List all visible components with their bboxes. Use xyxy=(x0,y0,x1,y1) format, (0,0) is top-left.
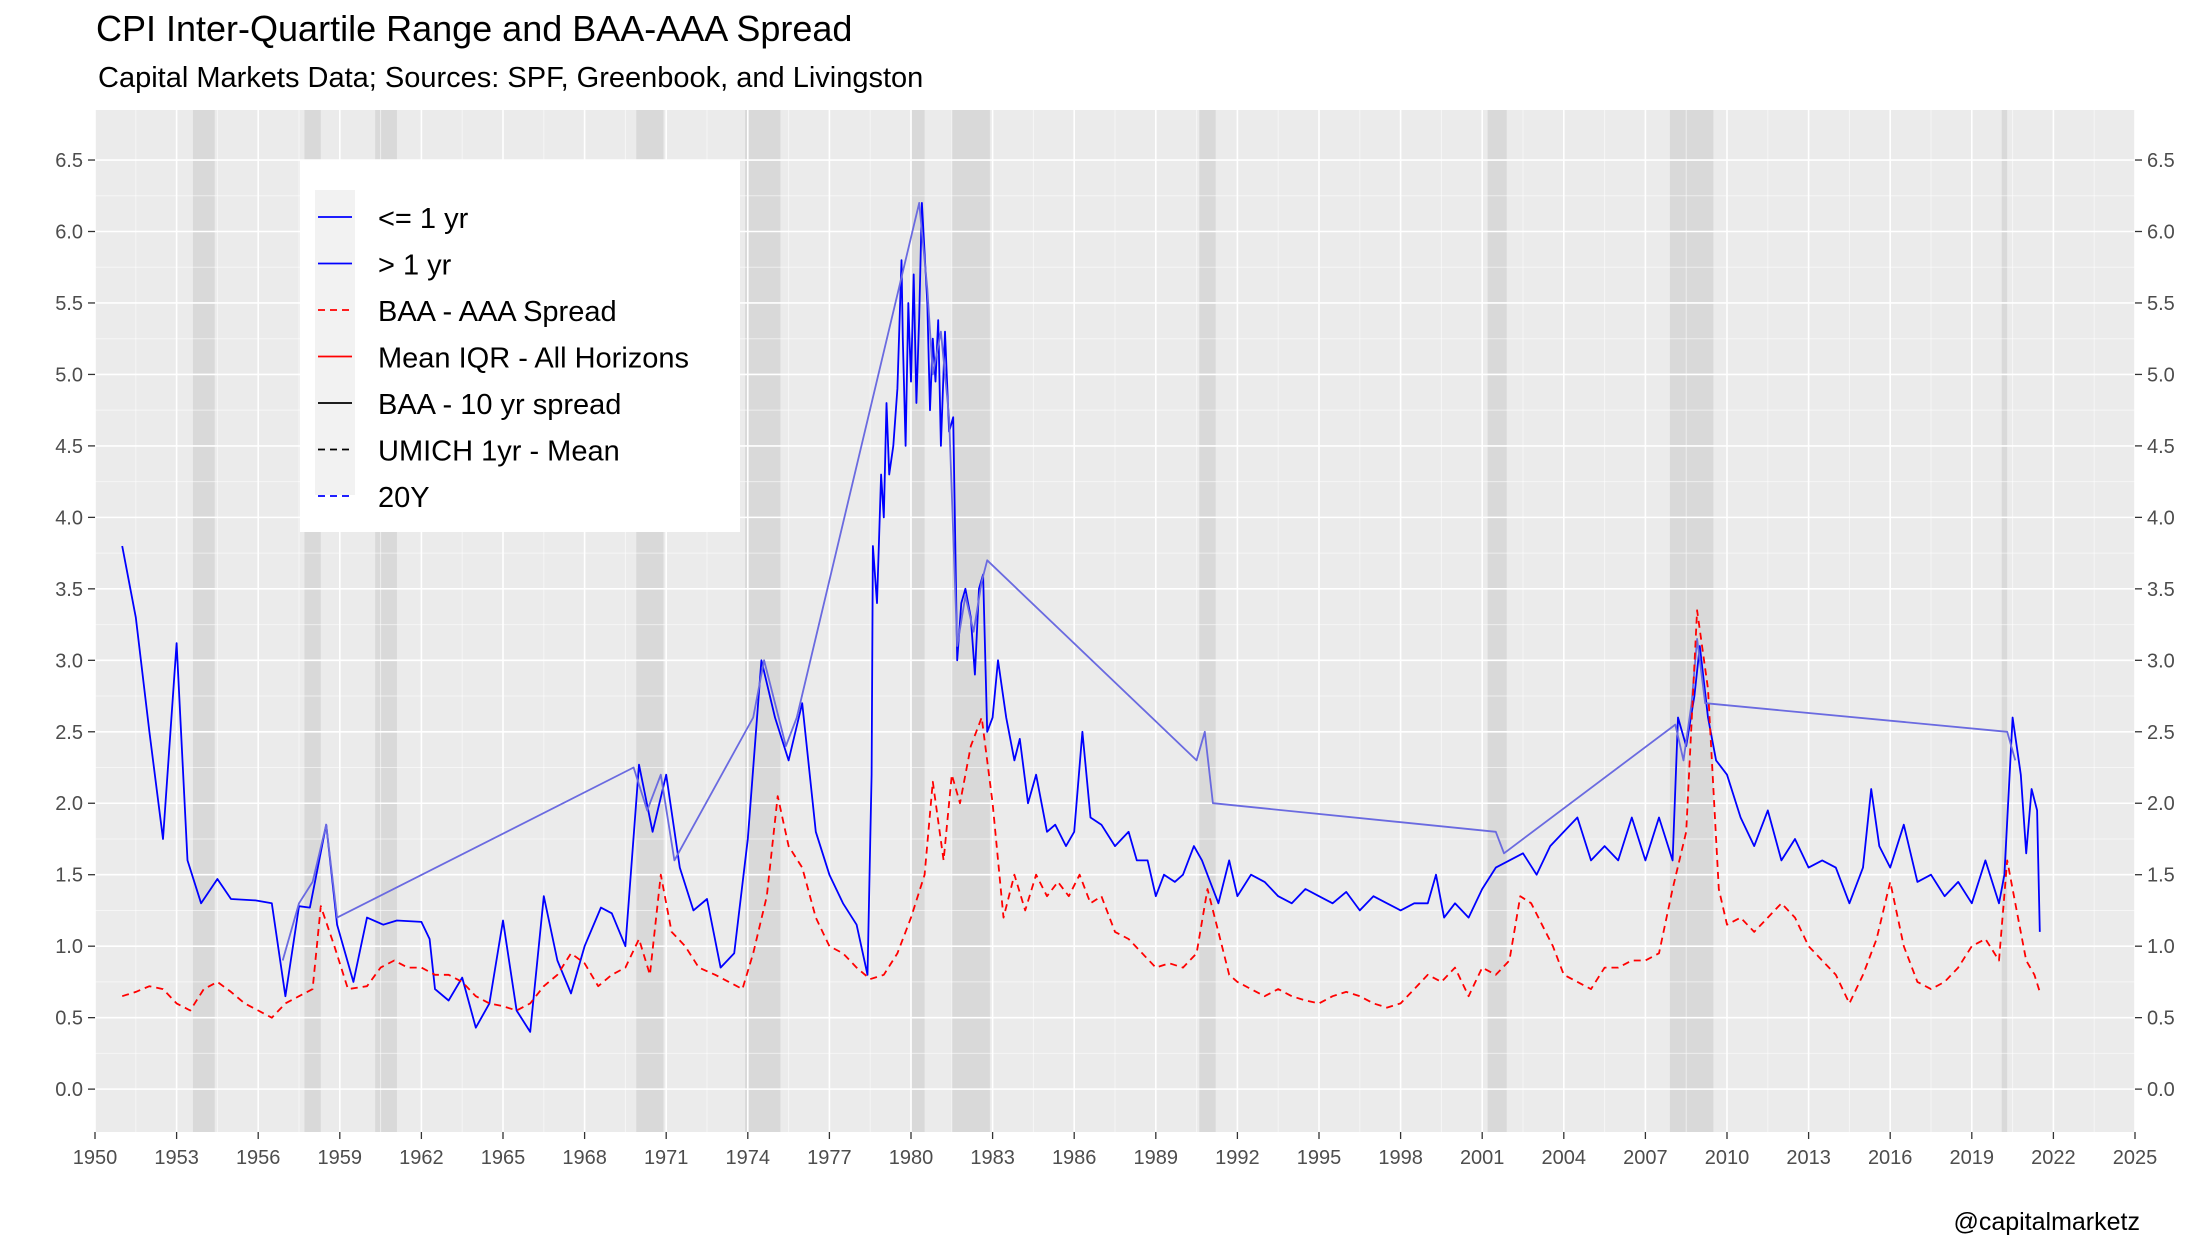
y-tick-label-left: 1.0 xyxy=(55,936,83,958)
y-tick-label-right: 6.0 xyxy=(2147,221,2175,243)
x-tick-label: 2016 xyxy=(1868,1147,1913,1169)
y-tick-label-right: 0.5 xyxy=(2147,1008,2175,1030)
x-tick-label: 1998 xyxy=(1378,1147,1423,1169)
x-tick-label: 2001 xyxy=(1460,1147,1505,1169)
legend-label: <= 1 yr xyxy=(378,203,469,235)
x-tick-label: 2025 xyxy=(2113,1147,2158,1169)
y-tick-label-right: 6.5 xyxy=(2147,150,2175,172)
legend-label: UMICH 1yr - Mean xyxy=(378,436,620,468)
y-tick-label-right: 3.0 xyxy=(2147,650,2175,672)
chart-subtitle: Capital Markets Data; Sources: SPF, Gree… xyxy=(98,62,924,94)
series-line xyxy=(281,202,2017,961)
x-tick-label: 2007 xyxy=(1623,1147,1668,1169)
y-tick-label-right: 0.0 xyxy=(2147,1079,2175,1101)
x-tick-label: 1968 xyxy=(562,1147,607,1169)
series-line xyxy=(121,202,2041,1033)
x-tick-label: 1980 xyxy=(889,1147,934,1169)
recession-band xyxy=(911,110,925,1132)
y-tick-label-left: 0.5 xyxy=(55,1008,83,1030)
x-tick-label: 1962 xyxy=(399,1147,444,1169)
x-tick-label: 1983 xyxy=(970,1147,1015,1169)
x-tick-label: 1971 xyxy=(644,1147,689,1169)
legend-label: > 1 yr xyxy=(378,250,452,282)
y-tick-label-left: 0.0 xyxy=(55,1079,83,1101)
y-tick-label-right: 1.0 xyxy=(2147,936,2175,958)
y-tick-label-right: 4.0 xyxy=(2147,507,2175,529)
x-tick-label: 1995 xyxy=(1297,1147,1342,1169)
legend-label: 20Y xyxy=(378,482,430,514)
y-tick-label-left: 5.0 xyxy=(55,364,83,386)
recession-band xyxy=(192,110,215,1132)
y-tick-label-right: 2.0 xyxy=(2147,793,2175,815)
x-tick-label: 1977 xyxy=(807,1147,852,1169)
y-tick-label-right: 3.5 xyxy=(2147,579,2175,601)
x-tick-label: 2013 xyxy=(1786,1147,1831,1169)
y-tick-label-right: 4.5 xyxy=(2147,436,2175,458)
legend-box xyxy=(300,160,740,532)
chart-title: CPI Inter-Quartile Range and BAA-AAA Spr… xyxy=(96,8,853,49)
x-tick-label: 1965 xyxy=(481,1147,526,1169)
y-tick-label-left: 3.5 xyxy=(55,579,83,601)
legend-label: BAA - 10 yr spread xyxy=(378,389,621,421)
x-tick-label: 2004 xyxy=(1542,1147,1587,1169)
x-tick-label: 2010 xyxy=(1705,1147,1750,1169)
y-tick-label-right: 5.0 xyxy=(2147,364,2175,386)
x-tick-label: 1959 xyxy=(318,1147,363,1169)
legend-label: BAA - AAA Spread xyxy=(378,296,617,328)
x-tick-label: 1956 xyxy=(236,1147,281,1169)
y-tick-label-left: 2.5 xyxy=(55,722,83,744)
y-tick-label-right: 2.5 xyxy=(2147,722,2175,744)
legend: <= 1 yr > 1 yr BAA - AAA Spread Mean IQR - … xyxy=(300,160,740,532)
recession-band xyxy=(1487,110,1507,1132)
recession-band xyxy=(1669,110,1714,1132)
x-tick-label: 1950 xyxy=(73,1147,118,1169)
y-tick-label-right: 1.5 xyxy=(2147,865,2175,887)
y-tick-label-left: 6.5 xyxy=(55,150,83,172)
y-tick-label-left: 5.5 xyxy=(55,293,83,315)
chart-caption: @capitalmarketz xyxy=(1953,1208,2140,1236)
x-tick-label: 1986 xyxy=(1052,1147,1097,1169)
y-tick-label-left: 2.0 xyxy=(55,793,83,815)
x-tick-label: 1953 xyxy=(154,1147,199,1169)
x-tick-label: 1989 xyxy=(1134,1147,1179,1169)
x-tick-label: 1992 xyxy=(1215,1147,1260,1169)
x-tick-label: 2019 xyxy=(1950,1147,1995,1169)
y-tick-label-right: 5.5 xyxy=(2147,293,2175,315)
recession-band xyxy=(745,110,781,1132)
recession-band xyxy=(2001,110,2008,1132)
legend-key-background xyxy=(315,190,355,495)
legend-label: Mean IQR - All Horizons xyxy=(378,343,689,375)
recession-band xyxy=(1199,110,1216,1132)
x-tick-label: 1974 xyxy=(726,1147,771,1169)
y-tick-label-left: 4.5 xyxy=(55,436,83,458)
y-tick-label-left: 1.5 xyxy=(55,865,83,887)
y-tick-label-left: 3.0 xyxy=(55,650,83,672)
y-tick-label-left: 4.0 xyxy=(55,507,83,529)
y-tick-label-left: 6.0 xyxy=(55,221,83,243)
x-tick-label: 2022 xyxy=(2031,1147,2076,1169)
